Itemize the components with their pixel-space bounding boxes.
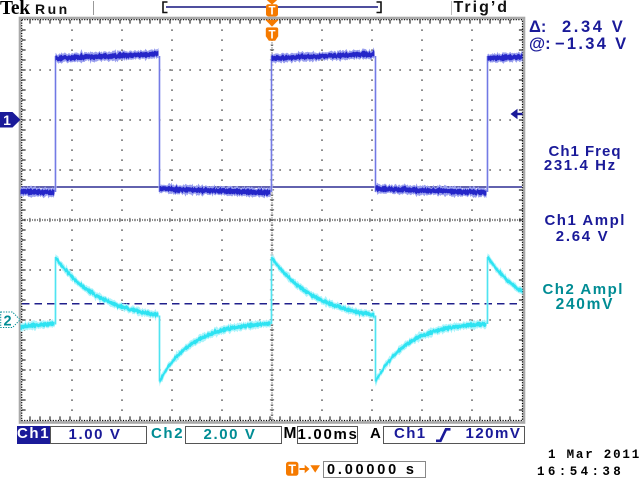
svg-text:1: 1: [3, 112, 11, 128]
svg-text:T: T: [268, 29, 275, 41]
svg-text:T: T: [268, 5, 275, 17]
svg-text:T: T: [288, 462, 296, 476]
svg-text:2: 2: [3, 313, 11, 329]
